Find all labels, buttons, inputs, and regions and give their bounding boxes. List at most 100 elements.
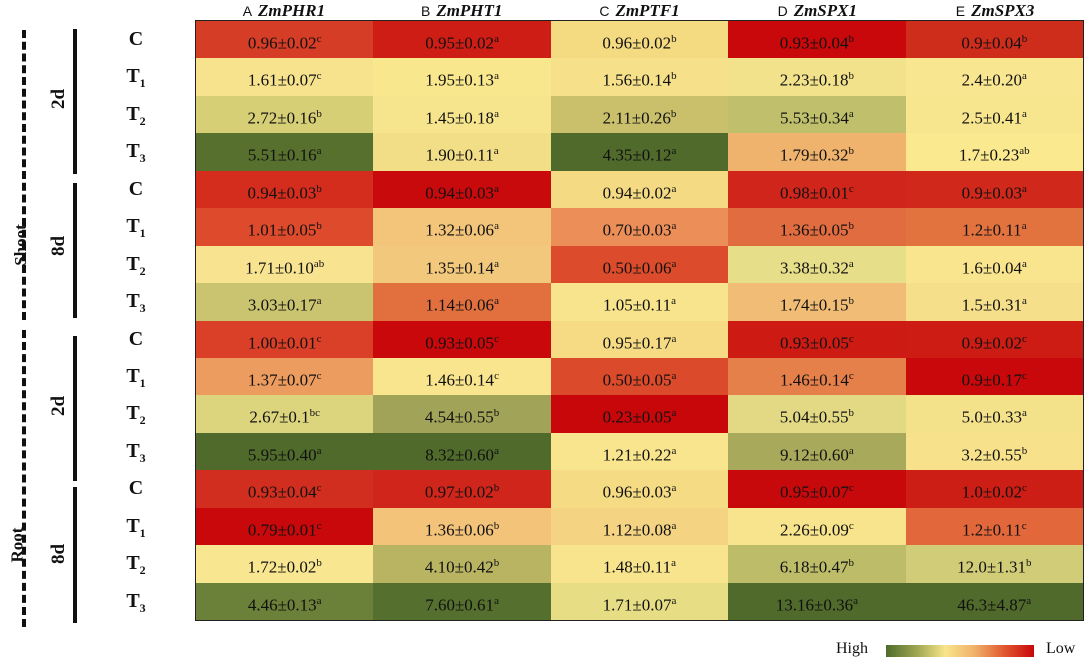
row-label-c: C	[110, 171, 162, 208]
column-header-zmptf1: C ZmPTF1	[551, 0, 729, 22]
heatmap-cell: 0.9±0.02c	[905, 320, 1083, 358]
cell-value: 1.56±0.14	[602, 71, 672, 91]
heatmap-cell: 5.95±0.40a	[196, 432, 374, 471]
cell-significance-letter: a	[493, 145, 499, 158]
heatmap-cell: 1.2±0.11c	[905, 507, 1083, 546]
heatmap-cell: 0.95±0.07c	[728, 470, 906, 508]
row-label-subscript: 1	[139, 525, 146, 540]
heatmap-cell: 1.95±0.13a	[373, 58, 551, 96]
row-label-c: C	[110, 321, 162, 358]
heatmap-cell: 1.14±0.06a	[373, 283, 551, 321]
cell-significance-letter: b	[493, 557, 500, 570]
cell-significance-letter: c	[316, 332, 322, 345]
row-label-t2: T2	[110, 246, 162, 283]
heatmap-cell: 0.93±0.05c	[728, 320, 906, 358]
cell-significance-letter: b	[493, 519, 500, 532]
cell-significance-letter: a	[671, 407, 677, 420]
cell-significance-letter: a	[1022, 407, 1027, 420]
heatmap-cell: 46.3±4.87a	[905, 582, 1083, 620]
heatmap-cell: 0.70±0.03a	[550, 208, 729, 246]
heatmap-cell: 1.6±0.04a	[905, 245, 1083, 284]
cell-value: 4.54±0.55	[424, 408, 494, 428]
tissue-label-shoot: Shoot	[10, 224, 30, 266]
time-bar-root-8d	[73, 487, 77, 623]
cell-value: 5.53±0.34	[780, 108, 849, 128]
cell-value: 0.93±0.04	[779, 33, 849, 53]
row-label-letter: T	[126, 589, 140, 612]
heatmap-cell: 4.46±0.13a	[196, 582, 374, 620]
heatmap-cell: 0.9±0.17c	[905, 357, 1083, 396]
cell-value: 1.79±0.32	[779, 145, 849, 165]
row-label-t3: T3	[110, 583, 162, 620]
heatmap-cell: 4.10±0.42b	[373, 545, 551, 583]
time-label: 2d	[47, 88, 69, 110]
cell-significance-letter: b	[316, 220, 322, 233]
heatmap-cell: 8.32±0.60a	[373, 432, 551, 471]
row-label-letter: C	[128, 177, 144, 200]
cell-significance-letter: c	[316, 482, 322, 495]
cell-value: 1.05±0.11	[602, 295, 672, 315]
heatmap-cell: 0.95±0.17a	[550, 320, 729, 358]
row-label-letter: T	[126, 552, 140, 575]
cell-significance-letter: a	[671, 182, 677, 195]
heatmap-cell: 1.32±0.06a	[373, 208, 551, 246]
cell-significance-letter: a	[316, 295, 322, 308]
heatmap-cell: 4.54±0.55b	[373, 395, 551, 433]
cell-value: 0.50±0.06	[602, 258, 672, 278]
row-label-subscript: 1	[139, 226, 146, 241]
cell-significance-letter: a	[494, 257, 499, 270]
cell-significance-letter: a	[316, 594, 322, 607]
heatmap-cell: 1.36±0.06b	[373, 507, 551, 546]
column-header-zmspx1: D ZmSPX1	[728, 0, 906, 22]
heatmap-cell: 1.37±0.07c	[196, 357, 374, 396]
cell-value: 0.79±0.01	[247, 520, 317, 540]
cell-value: 0.96±0.02	[247, 33, 317, 53]
cell-significance-letter: c	[1022, 369, 1027, 382]
row-label-t1: T1	[110, 58, 162, 95]
legend-high-label: High	[836, 640, 868, 657]
cell-significance-letter: b	[316, 557, 322, 570]
column-letter: A	[242, 3, 253, 19]
cell-significance-letter: c	[1021, 519, 1027, 532]
heatmap-cell: 1.71±0.07a	[550, 582, 729, 620]
row-label-subscript: 2	[139, 413, 146, 428]
cell-significance-letter: a	[494, 594, 499, 607]
cell-value: 1.95±0.13	[425, 71, 495, 91]
cell-value: 1.6±0.04	[961, 258, 1023, 278]
cell-significance-letter: a	[1021, 220, 1027, 233]
heatmap-cell: 1.45±0.18a	[373, 95, 551, 134]
cell-value: 12.0±1.31	[957, 557, 1026, 577]
cell-significance-letter: b	[671, 33, 677, 45]
cell-significance-letter: b	[848, 295, 855, 308]
legend-low-label: Low	[1046, 640, 1076, 657]
cell-value: 0.93±0.04	[247, 482, 317, 502]
cell-value: 0.96±0.02	[602, 33, 672, 53]
cell-value: 7.60±0.61	[425, 595, 495, 615]
column-header-zmpht1: B ZmPHT1	[373, 0, 551, 22]
cell-significance-letter: a	[671, 295, 677, 308]
heatmap-cell: 1.90±0.11a	[373, 133, 551, 171]
heatmap-cell: 1.71±0.10ab	[196, 245, 374, 284]
row-label-subscript: 3	[139, 450, 146, 465]
cell-value: 1.37±0.07	[247, 370, 317, 390]
cell-value: 0.95±0.02	[425, 33, 495, 53]
cell-value: 0.96±0.03	[602, 482, 672, 502]
cell-value: 2.5±0.41	[961, 108, 1023, 128]
cell-value: 3.2±0.55	[961, 445, 1022, 465]
row-label-c: C	[110, 470, 162, 507]
heatmap-cell: 2.4±0.20a	[905, 58, 1083, 96]
cell-significance-letter: a	[494, 182, 499, 195]
cell-value: 0.50±0.05	[602, 370, 672, 390]
cell-significance-letter: a	[671, 444, 677, 457]
row-label-t2: T2	[110, 395, 162, 432]
row-label-letter: C	[128, 28, 144, 50]
cell-value: 1.72±0.02	[247, 557, 317, 577]
cell-value: 1.0±0.02	[961, 482, 1023, 502]
heatmap-cell: 1.74±0.15b	[728, 283, 906, 321]
heatmap-cell: 5.53±0.34a	[728, 95, 906, 134]
cell-value: 0.9±0.04	[961, 33, 1022, 53]
row-label-letter: T	[126, 65, 140, 88]
cell-significance-letter: b	[1021, 33, 1028, 45]
cell-value: 1.12±0.08	[602, 520, 672, 540]
heatmap-cell: 12.0±1.31b	[905, 545, 1083, 583]
